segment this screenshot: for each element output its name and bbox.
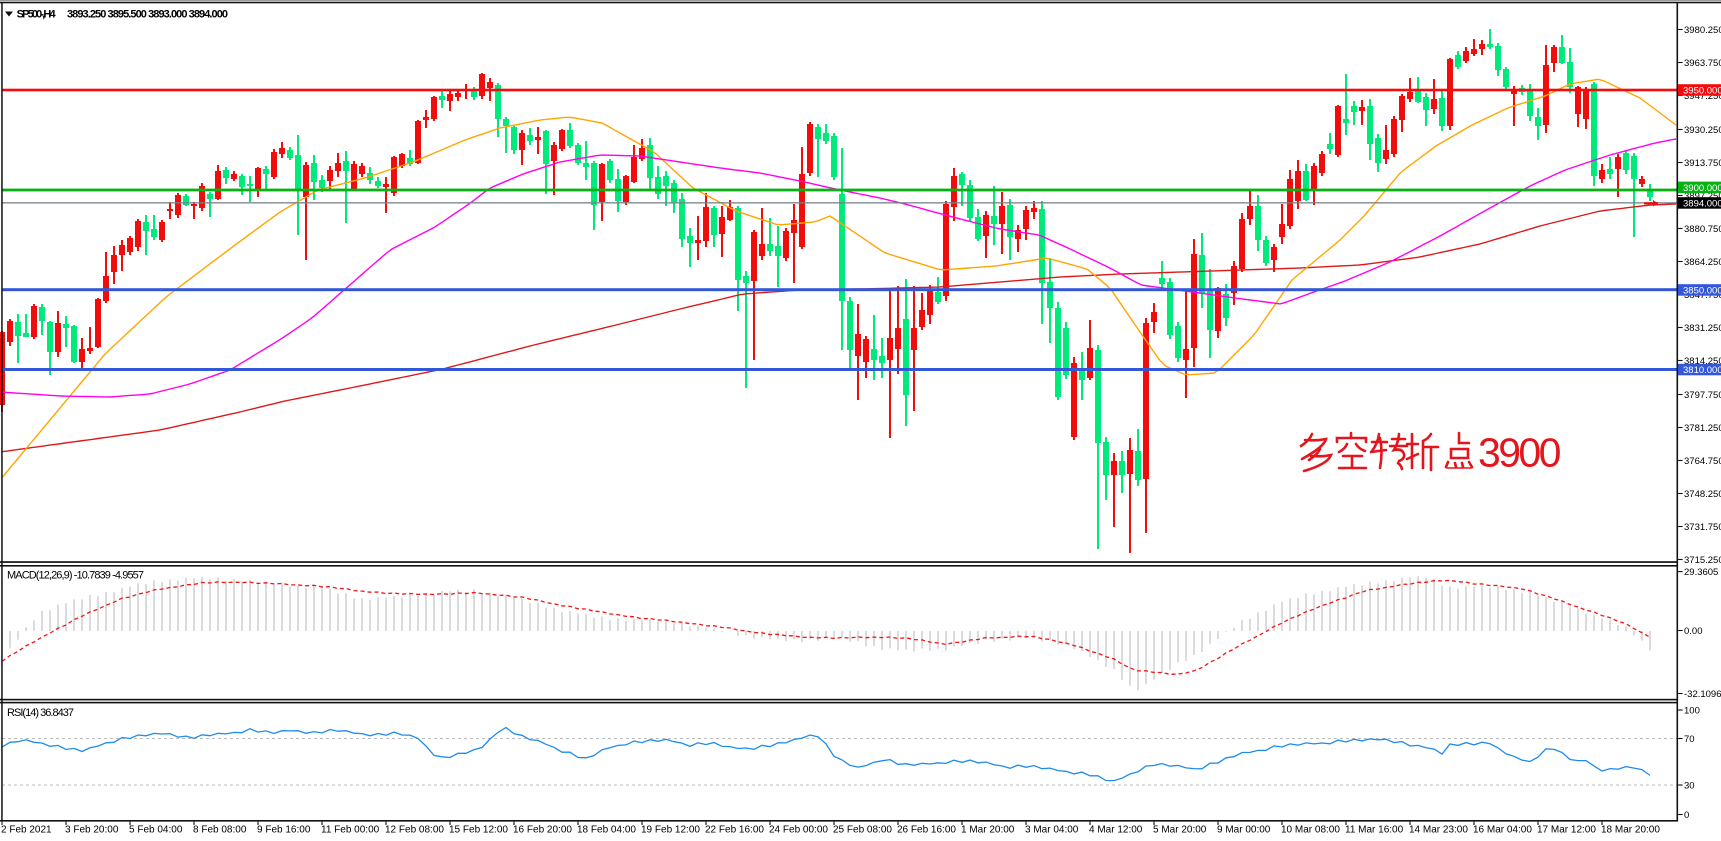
svg-text:3897.250: 3897.250 [1684,191,1721,202]
svg-text:25 Feb 08:00: 25 Feb 08:00 [833,825,892,836]
svg-text:3950.000: 3950.000 [1683,86,1721,97]
svg-text:3781.250: 3781.250 [1684,423,1721,434]
svg-text:11 Feb 00:00: 11 Feb 00:00 [321,825,380,836]
svg-text:4 Mar 12:00: 4 Mar 12:00 [1089,825,1143,836]
svg-text:3913.750: 3913.750 [1684,158,1721,169]
svg-text:3947.250: 3947.250 [1684,91,1721,102]
svg-text:24 Feb 00:00: 24 Feb 00:00 [769,825,828,836]
svg-text:3764.750: 3764.750 [1684,456,1721,467]
svg-text:9 Mar 00:00: 9 Mar 00:00 [1217,825,1271,836]
svg-text:3980.250: 3980.250 [1684,25,1721,36]
svg-text:3894.000: 3894.000 [1683,199,1721,210]
svg-text:0.00: 0.00 [1684,626,1703,637]
svg-text:30: 30 [1684,780,1695,791]
svg-text:17 Mar 12:00: 17 Mar 12:00 [1537,825,1596,836]
svg-text:MACD(12,26,9) -10.7839 -4.9557: MACD(12,26,9) -10.7839 -4.9557 [7,570,144,582]
svg-text:3715.250: 3715.250 [1684,555,1721,566]
svg-text:3810.000: 3810.000 [1683,365,1721,376]
svg-text:22 Feb 16:00: 22 Feb 16:00 [705,825,764,836]
svg-text:3797.750: 3797.750 [1684,390,1721,401]
svg-text:3893.250 3895.500 3893.000 389: 3893.250 3895.500 3893.000 3894.000 [67,8,228,20]
svg-text:19 Feb 12:00: 19 Feb 12:00 [641,825,700,836]
svg-text:0: 0 [1684,810,1689,821]
svg-text:5 Feb 04:00: 5 Feb 04:00 [129,825,183,836]
svg-text:15 Feb 12:00: 15 Feb 12:00 [449,825,508,836]
svg-text:3831.250: 3831.250 [1684,323,1721,334]
svg-text:3850.000: 3850.000 [1683,286,1721,297]
svg-text:18 Feb 04:00: 18 Feb 04:00 [577,825,636,836]
svg-text:3900: 3900 [1478,430,1561,476]
svg-text:3930.250: 3930.250 [1684,125,1721,136]
svg-text:2 Feb 2021: 2 Feb 2021 [1,825,52,836]
svg-text:RSI(14) 36.8437: RSI(14) 36.8437 [7,707,74,719]
svg-text:10 Mar 08:00: 10 Mar 08:00 [1281,825,1340,836]
svg-text:3731.750: 3731.750 [1684,522,1721,533]
svg-text:3900.000: 3900.000 [1683,183,1721,194]
svg-text:-32.1096: -32.1096 [1684,689,1721,700]
svg-text:9 Feb 16:00: 9 Feb 16:00 [257,825,311,836]
svg-text:3814.250: 3814.250 [1684,356,1721,367]
svg-text:12 Feb 08:00: 12 Feb 08:00 [385,825,444,836]
svg-text:70: 70 [1684,734,1695,745]
svg-text:3748.250: 3748.250 [1684,489,1721,500]
svg-text:29.3605: 29.3605 [1684,567,1718,578]
svg-text:100: 100 [1684,705,1700,716]
svg-text:16 Feb 20:00: 16 Feb 20:00 [513,825,572,836]
svg-text:3963.750: 3963.750 [1684,58,1721,69]
svg-text:3 Feb 20:00: 3 Feb 20:00 [65,825,119,836]
svg-text:3880.750: 3880.750 [1684,224,1721,235]
svg-text:5 Mar 20:00: 5 Mar 20:00 [1153,825,1207,836]
svg-text:1 Mar 20:00: 1 Mar 20:00 [961,825,1015,836]
svg-text:3864.250: 3864.250 [1684,257,1721,268]
svg-text:18 Mar 20:00: 18 Mar 20:00 [1601,825,1660,836]
svg-text:3 Mar 04:00: 3 Mar 04:00 [1025,825,1079,836]
svg-text:11 Mar 16:00: 11 Mar 16:00 [1345,825,1404,836]
svg-text:14 Mar 23:00: 14 Mar 23:00 [1409,825,1468,836]
svg-text:16 Mar 04:00: 16 Mar 04:00 [1473,825,1532,836]
svg-text:8 Feb 08:00: 8 Feb 08:00 [193,825,247,836]
svg-text:SP500-,H4: SP500-,H4 [17,8,57,20]
svg-text:26 Feb 16:00: 26 Feb 16:00 [897,825,956,836]
